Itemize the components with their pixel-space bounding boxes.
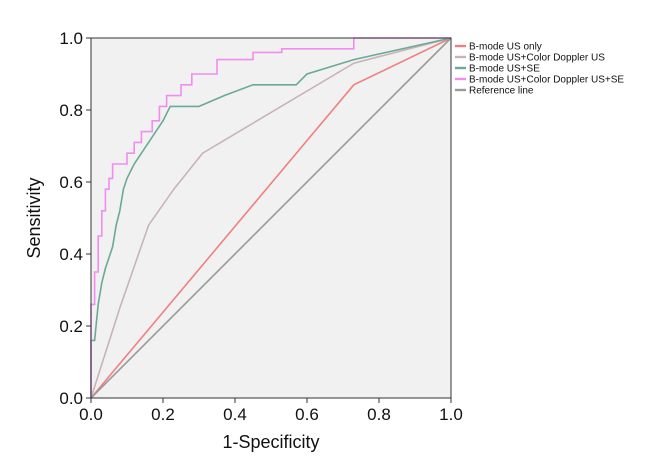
x-tick-label: 0.0 — [79, 405, 103, 424]
y-tick-label: 1.0 — [59, 29, 83, 48]
y-tick-label: 0.2 — [59, 317, 83, 336]
y-tick-label: 0.0 — [59, 389, 83, 408]
x-tick-label: 0.4 — [223, 405, 247, 424]
ticks-layer: 0.0 0.2 0.4 0.6 0.8 1.0 0.0 0.2 0.4 0.6 0.8 1.0 — [59, 29, 462, 424]
y-tick-label: 0.8 — [59, 101, 83, 120]
y-tick-label: 0.6 — [59, 173, 83, 192]
x-tick-label: 0.6 — [295, 405, 319, 424]
y-axis-title: Sensitivity — [24, 177, 44, 258]
legend-label-3: B-mode US+SE — [469, 64, 540, 75]
series-line-3 — [90, 37, 452, 398]
legend-label-1: B-mode US only — [469, 42, 542, 53]
series-line-2 — [90, 37, 452, 399]
legend-label-5: Reference line — [469, 86, 534, 97]
series-layer — [90, 37, 452, 399]
legend-label-2: B-mode US+Color Doppler US — [469, 53, 605, 64]
x-tick-label: 1.0 — [439, 405, 463, 424]
x-tick-label: 0.2 — [151, 405, 175, 424]
legend-label-4: B-mode US+Color Doppler US+SE — [469, 75, 624, 86]
x-tick-label: 0.8 — [367, 405, 391, 424]
series-line-4 — [90, 37, 451, 398]
y-tick-label: 0.4 — [59, 245, 83, 264]
series-line-5 — [90, 37, 452, 399]
series-line-1 — [90, 37, 452, 399]
plot-frame — [90, 37, 452, 399]
x-axis-title: 1-Specificity — [222, 432, 319, 452]
